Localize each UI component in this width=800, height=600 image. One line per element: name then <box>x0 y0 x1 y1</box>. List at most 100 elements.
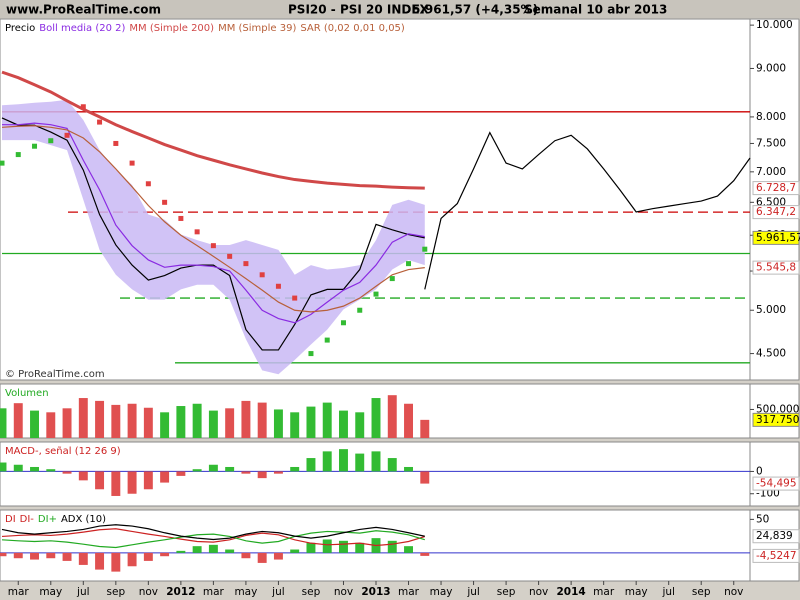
bar <box>46 469 56 472</box>
sar-dot <box>259 272 265 278</box>
sar-dot <box>64 132 70 138</box>
bar <box>160 552 170 557</box>
axis-panel <box>749 18 800 381</box>
bar <box>306 406 316 438</box>
sar-dot <box>32 143 38 149</box>
bar <box>46 552 56 559</box>
x-tick-label: mar <box>398 586 420 598</box>
x-tick-label: 2014 <box>557 586 586 598</box>
series-line <box>1 125 425 313</box>
quote: 5.961,57 (+4,35%) <box>412 3 538 17</box>
x-tick-label: may <box>625 586 648 598</box>
bar <box>339 449 348 472</box>
bar <box>176 550 186 553</box>
series-line <box>1 528 425 547</box>
sar-dot <box>145 181 151 187</box>
sar-dot <box>178 215 184 221</box>
legend-entry: MACD-, señal (12 26 9) <box>5 446 121 457</box>
sar-dot <box>357 307 363 313</box>
bar <box>62 408 72 438</box>
bar <box>404 466 413 472</box>
value-box <box>752 412 800 427</box>
sar-dot <box>129 160 135 166</box>
bar <box>339 410 348 438</box>
axis-panel <box>749 441 800 507</box>
bar <box>78 552 88 565</box>
bar <box>241 471 251 474</box>
sar-dot <box>227 253 233 259</box>
bar <box>30 466 39 472</box>
bar <box>273 409 283 438</box>
x-tick-label: nov <box>139 586 158 598</box>
y-tick-label: 7.500 <box>756 137 786 149</box>
bar <box>127 552 137 567</box>
bar <box>111 552 121 572</box>
bollinger-band <box>2 99 425 375</box>
bar <box>192 546 202 553</box>
bar <box>355 453 365 472</box>
bar <box>0 408 7 438</box>
bar <box>273 552 283 560</box>
y-tick-label: 7.000 <box>756 166 786 178</box>
bar <box>306 458 316 472</box>
sar-dot <box>292 295 298 301</box>
bar <box>143 552 153 561</box>
bar <box>30 410 39 438</box>
sar-dot <box>15 152 21 158</box>
bar <box>0 462 7 472</box>
y-tick-label: 4.500 <box>756 348 786 360</box>
bar <box>290 466 300 472</box>
y-tick-label: 9.000 <box>756 62 786 74</box>
bar <box>322 402 332 438</box>
sar-dot <box>340 320 346 326</box>
bar <box>225 549 235 553</box>
bar <box>143 407 153 438</box>
bar <box>62 471 72 474</box>
sar-dot <box>308 351 314 357</box>
series-line <box>1 524 425 541</box>
x-tick-label: jul <box>661 586 675 598</box>
bar <box>160 412 170 438</box>
legend-entry: MM (Simple 39) <box>218 23 296 34</box>
x-tick-label: may <box>430 586 453 598</box>
legend-entry: DI+ <box>38 514 57 525</box>
bar <box>339 540 348 553</box>
x-tick-label: sep <box>692 586 711 598</box>
bar <box>13 552 23 559</box>
bar <box>387 458 397 472</box>
legend-entry: Precio <box>5 23 35 34</box>
bar <box>371 398 381 438</box>
x-tick-label: nov <box>724 586 743 598</box>
bar <box>208 410 218 438</box>
sar-dot <box>162 199 168 205</box>
x-tick-label: 2013 <box>361 586 390 598</box>
bar <box>257 552 267 563</box>
axis-panel <box>749 509 800 582</box>
value-box <box>752 529 800 544</box>
sar-dot <box>113 140 119 146</box>
sar-dot <box>0 160 5 166</box>
bar <box>95 552 105 570</box>
bar <box>111 404 121 438</box>
value-label: 24,839 <box>756 530 793 542</box>
sar-dot <box>275 283 281 289</box>
bar <box>420 552 430 556</box>
instrument: PSI20 - PSI 20 INDEX <box>288 3 430 17</box>
x-tick-label: mar <box>203 586 225 598</box>
bar <box>322 451 332 472</box>
legend-entry: SAR (0,02 0,01 0,05) <box>300 23 405 34</box>
bar <box>78 398 88 438</box>
legend-entry: DI <box>5 514 16 525</box>
x-tick-label: jul <box>76 586 90 598</box>
bar <box>127 403 137 438</box>
value-label: 5.961,57 <box>756 232 800 244</box>
x-tick-label: sep <box>107 586 126 598</box>
y-tick-label: 5.000 <box>756 304 786 316</box>
bar <box>143 471 153 490</box>
bar <box>355 542 365 553</box>
bar <box>176 406 186 438</box>
bar <box>208 464 218 472</box>
value-label: -54,495 <box>756 478 797 490</box>
x-tick-label: may <box>39 586 62 598</box>
